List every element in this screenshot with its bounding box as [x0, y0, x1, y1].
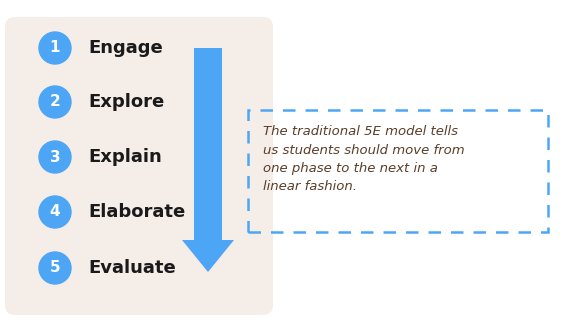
Circle shape — [39, 141, 71, 173]
Circle shape — [39, 252, 71, 284]
Text: The traditional 5E model tells
us students should move from
one phase to the nex: The traditional 5E model tells us studen… — [263, 125, 465, 194]
Polygon shape — [182, 48, 234, 272]
Text: 5: 5 — [50, 260, 60, 276]
Text: Engage: Engage — [88, 39, 163, 57]
Text: 4: 4 — [50, 204, 60, 220]
Circle shape — [39, 196, 71, 228]
Text: Explain: Explain — [88, 148, 162, 166]
Text: Evaluate: Evaluate — [88, 259, 176, 277]
Text: 1: 1 — [50, 41, 60, 55]
Circle shape — [39, 86, 71, 118]
Text: 2: 2 — [50, 94, 60, 109]
Text: 3: 3 — [50, 149, 60, 164]
Text: Explore: Explore — [88, 93, 164, 111]
Text: Elaborate: Elaborate — [88, 203, 185, 221]
Circle shape — [39, 32, 71, 64]
FancyBboxPatch shape — [5, 17, 273, 315]
